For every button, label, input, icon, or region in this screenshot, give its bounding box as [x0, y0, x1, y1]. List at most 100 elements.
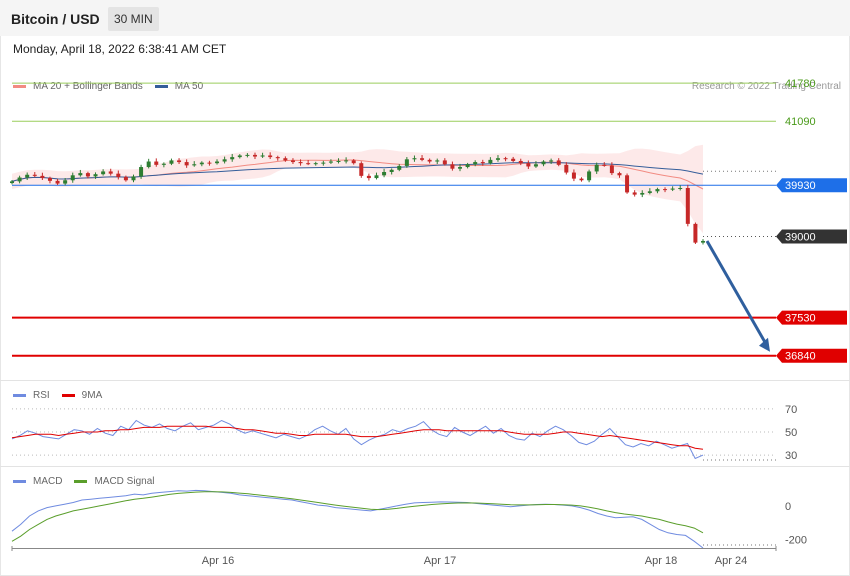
candle-body — [101, 171, 106, 175]
candle-body — [488, 159, 493, 164]
candle — [518, 158, 523, 166]
candle — [161, 162, 166, 168]
candle — [169, 158, 174, 166]
candle-body — [192, 164, 197, 166]
candle — [17, 175, 22, 184]
candle — [93, 172, 98, 179]
candle-body — [678, 188, 683, 189]
candle — [579, 177, 584, 182]
candle-body — [252, 154, 257, 157]
rsi-9ma-line — [11, 425, 704, 450]
candle — [192, 161, 197, 167]
candle — [594, 162, 599, 174]
candle — [571, 169, 576, 182]
candle — [389, 168, 394, 175]
legend-label-ma50: MA 50 — [174, 81, 204, 92]
candle — [207, 160, 212, 166]
candle — [328, 159, 333, 164]
candle-body — [32, 174, 37, 176]
candle — [678, 185, 683, 191]
candle-body — [625, 175, 630, 193]
candle-body — [655, 189, 660, 192]
candle-body — [313, 163, 318, 165]
legend-swatch-ma50 — [154, 85, 168, 88]
rsi-legend: RSI 9MA — [13, 390, 114, 401]
candle — [617, 171, 622, 178]
price-tag-37530 — [776, 310, 847, 325]
candle — [450, 161, 455, 171]
candle-body — [169, 160, 174, 164]
candle — [556, 158, 561, 167]
price-tag-36840 — [776, 348, 847, 363]
candle-body — [230, 157, 235, 160]
candle-body — [450, 164, 455, 169]
candle — [526, 160, 531, 169]
legend-swatch-bollinger — [13, 85, 26, 88]
candle — [222, 156, 227, 164]
candle-body — [321, 162, 326, 164]
candle — [480, 159, 485, 166]
price-tag-39000 — [776, 229, 847, 244]
candle-body — [55, 180, 60, 184]
legend-swatch-rsi — [13, 394, 26, 397]
macd-legend: MACD MACD Signal — [13, 476, 166, 487]
candle — [306, 160, 311, 166]
candle — [351, 159, 356, 165]
candle — [549, 158, 554, 164]
candle — [693, 222, 698, 244]
candle-body — [131, 176, 136, 181]
candle — [609, 162, 614, 176]
candle-body — [549, 160, 554, 162]
x-tick-label: Apr 18 — [645, 555, 677, 567]
candle — [412, 155, 417, 162]
candle — [123, 175, 128, 182]
candle — [116, 170, 121, 180]
legend-label-macd: MACD — [33, 476, 63, 487]
candle — [359, 161, 364, 178]
candle-body — [245, 154, 250, 156]
candle-body — [275, 157, 280, 159]
candle — [230, 153, 235, 162]
rsi-tick-label: 70 — [785, 404, 797, 416]
candle — [632, 190, 637, 197]
macd-signal-line — [11, 491, 704, 542]
price-tag-label: 39930 — [785, 180, 816, 192]
candle-body — [47, 178, 52, 181]
candle — [503, 156, 508, 162]
candle-body — [116, 173, 121, 177]
candle — [131, 174, 136, 183]
research-credit: Research © 2022 Trading Central — [691, 81, 841, 92]
candle-body — [594, 164, 599, 172]
candle-body — [366, 175, 371, 179]
candle — [701, 239, 705, 245]
candle — [564, 162, 569, 175]
price-tag-39930 — [776, 178, 847, 193]
candle — [473, 160, 478, 167]
candle-body — [420, 158, 425, 160]
candle-body — [663, 189, 668, 191]
candle-body — [359, 163, 364, 176]
instrument-title: Bitcoin / USD — [11, 11, 100, 27]
timeframe-badge[interactable]: 30 MIN — [108, 7, 159, 31]
candle-body — [17, 177, 22, 182]
candle — [184, 159, 189, 168]
candle-body — [260, 155, 265, 157]
timestamp-label: Monday, April 18, 2022 6:38:41 AM CET — [13, 42, 227, 56]
candle-body — [632, 192, 637, 195]
candle-body — [268, 155, 273, 158]
candle — [85, 171, 90, 179]
legend-item-bollinger: MA 20 + Bollinger Bands — [13, 81, 143, 92]
legend-item-ma50: MA 50 — [154, 81, 204, 92]
candle-body — [85, 173, 90, 177]
candle-body — [647, 191, 652, 193]
candle — [655, 187, 660, 194]
candle — [55, 179, 60, 185]
candle — [533, 161, 538, 168]
macd-line — [11, 489, 704, 549]
candle-body — [25, 174, 30, 178]
candle — [199, 161, 204, 167]
candle-body — [10, 181, 14, 184]
rsi-tick-label: 50 — [785, 427, 797, 439]
legend-label-macd-signal: MACD Signal — [94, 476, 155, 487]
candle — [427, 158, 432, 164]
